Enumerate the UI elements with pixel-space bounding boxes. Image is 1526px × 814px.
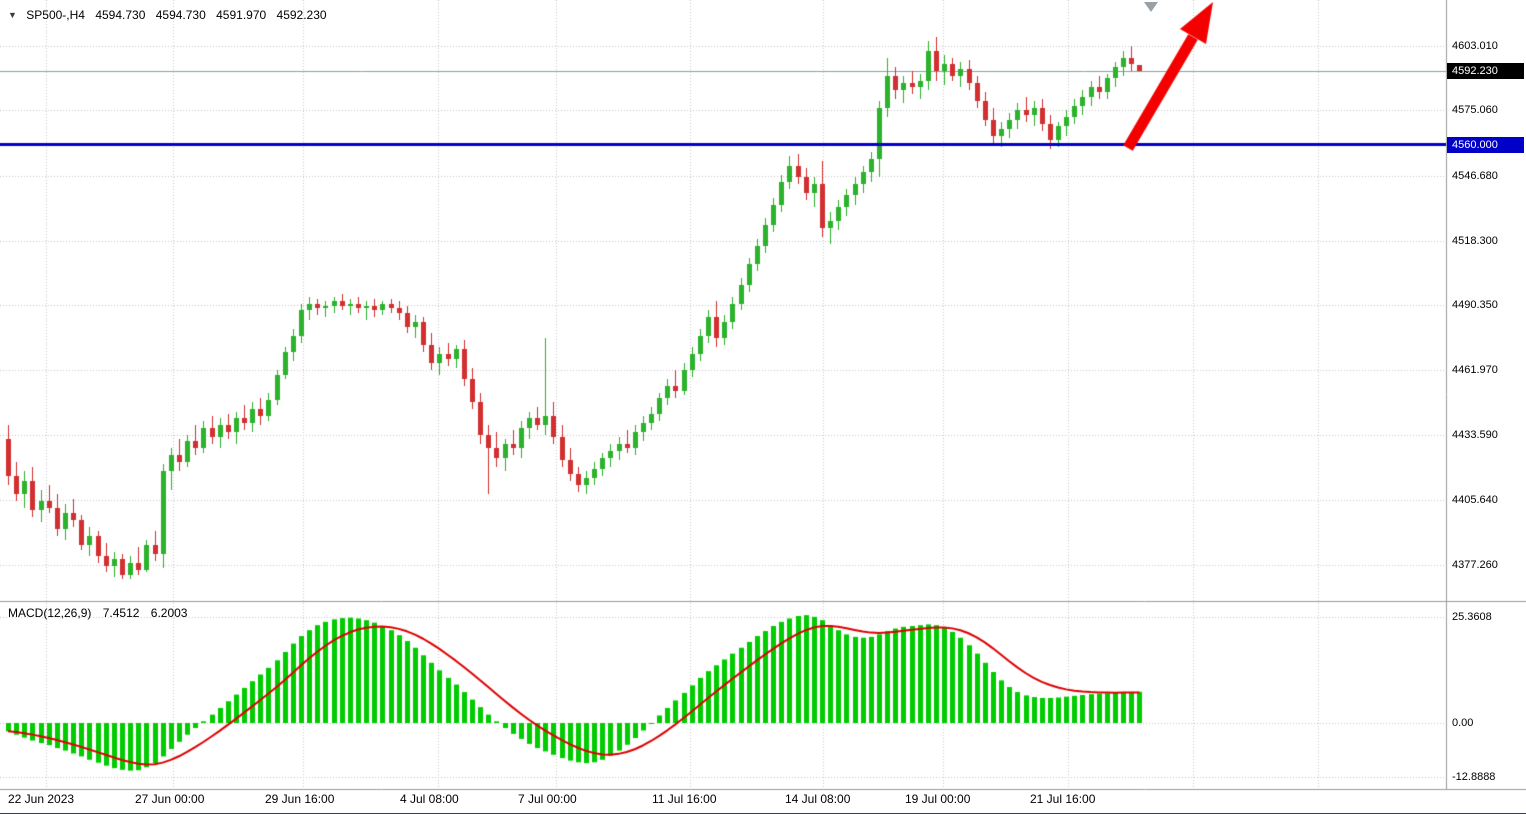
symbol-timeframe-label: SP500-,H4: [26, 8, 85, 22]
one-click-trading-collapse-icon[interactable]: ▼: [8, 10, 17, 20]
price-axis-label: 4405.640: [1452, 493, 1498, 506]
chart-header: ▼ SP500-,H4 4594.730 4594.730 4591.970 4…: [8, 8, 334, 22]
price-axis-label: 4461.970: [1452, 364, 1498, 377]
price-axis-label: 4546.680: [1452, 169, 1498, 182]
current-price-tag: 4592.230: [1447, 63, 1524, 79]
time-axis-label: 4 Jul 08:00: [400, 792, 459, 806]
time-axis-label: 27 Jun 00:00: [135, 792, 205, 806]
macd-axis-label: 0.00: [1452, 717, 1474, 729]
macd-axis-label: 25.3608: [1452, 611, 1492, 623]
price-axis-label: 4603.010: [1452, 40, 1498, 52]
price-axis-label: 4490.350: [1452, 299, 1498, 311]
macd-axis-label: -12.8888: [1452, 770, 1496, 783]
ohlc-close-value: 4592.230: [276, 8, 327, 22]
price-axis-label: 4433.590: [1452, 429, 1498, 442]
chart-shift-marker-icon[interactable]: [1144, 2, 1158, 12]
ohlc-high-value: 4594.730: [155, 8, 206, 22]
macd-signal-value: 6.2003: [150, 606, 188, 620]
macd-main-value: 7.4512: [102, 606, 140, 620]
ohlc-low-value: 4591.970: [216, 8, 267, 22]
time-axis-label: 14 Jul 08:00: [785, 792, 851, 806]
price-axis-label: 4518.300: [1452, 234, 1498, 247]
macd-indicator-info: MACD(12,26,9) 7.4512 6.2003: [8, 606, 187, 620]
time-axis-label: 29 Jun 16:00: [265, 792, 335, 806]
price-axis-label: 4377.260: [1452, 559, 1498, 571]
time-axis-label: 19 Jul 00:00: [905, 792, 971, 806]
support-line-price-tag: 4560.000: [1447, 137, 1524, 153]
time-axis-label: 22 Jun 2023: [8, 792, 75, 806]
price-axis-label: 4575.060: [1452, 104, 1498, 117]
time-axis-label: 11 Jul 16:00: [652, 792, 717, 806]
time-axis-label: 21 Jul 16:00: [1030, 792, 1096, 806]
time-axis-label: 7 Jul 00:00: [518, 792, 577, 806]
ohlc-open-value: 4594.730: [95, 8, 146, 22]
macd-name-label: MACD(12,26,9): [8, 606, 92, 620]
